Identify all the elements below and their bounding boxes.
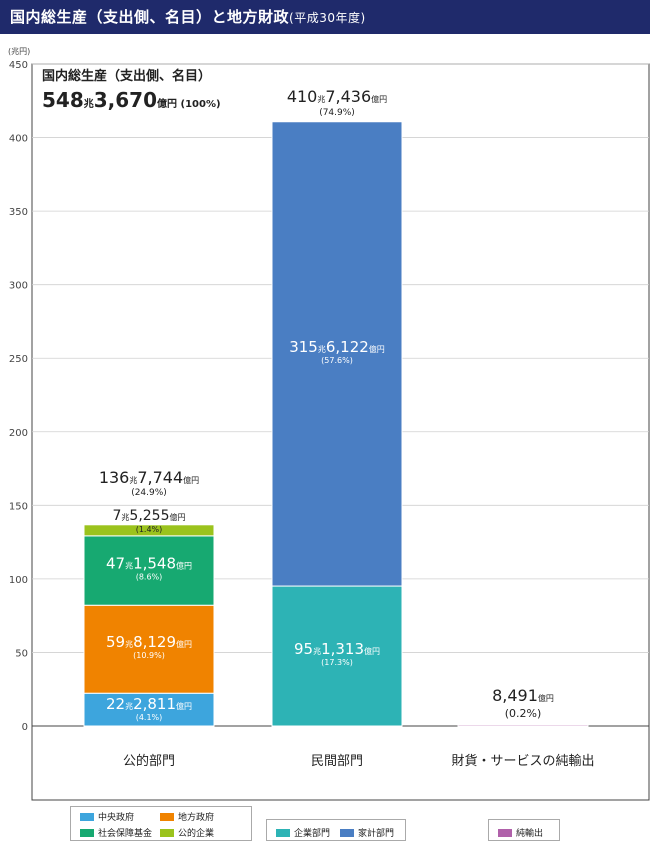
bar-segment-2 <box>83 535 215 606</box>
segment-pct-label: (10.9%) <box>133 651 165 660</box>
segment-amount-label: 95兆1,313億円 <box>294 640 380 658</box>
y-tick-label: 50 <box>15 648 28 659</box>
segment-pct-label: (8.6%) <box>136 573 163 582</box>
segment-amount-label: 47兆1,548億円 <box>106 555 192 573</box>
segment-pct-label: (1.4%) <box>136 525 163 534</box>
segment-amount-label: 59兆8,129億円 <box>106 633 192 651</box>
bar-segment-5 <box>271 121 403 587</box>
y-tick-label: 200 <box>9 428 28 439</box>
bar-total-pct: (0.2%) <box>505 707 542 720</box>
legend-item: 家計部門 <box>340 826 394 839</box>
legend-item: 公的企業 <box>160 826 214 839</box>
legend-label: 家計部門 <box>358 829 395 839</box>
bar-total-amount: 8,491億円 <box>492 686 554 705</box>
gdp-stacked-bar-chart: 0 50 100 150 200 250 300 350 400 450 (兆円) 22兆2,811億… <box>8 46 650 801</box>
segment-pct-label: (4.1%) <box>136 713 163 722</box>
legend-swatch <box>160 812 174 821</box>
legend-item: 中央政府 <box>80 810 134 823</box>
bar-segment-6 <box>457 724 589 727</box>
gdp-heading: 国内総生産（支出側、名目） <box>42 68 211 84</box>
bar-total-pct: (74.9%) <box>319 108 355 118</box>
bar-segment-0 <box>83 692 215 727</box>
bar-segment-1 <box>83 604 215 694</box>
header-rule <box>0 32 650 34</box>
legend-swatch <box>276 828 290 837</box>
legend-swatch <box>340 828 354 837</box>
category-label: 財貨・サービスの純輸出 <box>451 753 594 769</box>
y-tick-label: 250 <box>9 354 28 365</box>
y-tick-label: 300 <box>9 281 28 292</box>
legend-item: 社会保障基金 <box>80 826 152 839</box>
legend-label: 社会保障基金 <box>98 829 153 839</box>
bar-total-amount: 410兆7,436億円 <box>287 87 387 106</box>
y-unit-label: (兆円) <box>8 46 30 56</box>
page-header: 国内総生産（支出側、名目）と地方財政(平成30年度) <box>0 0 650 34</box>
segment-pct-label: (57.6%) <box>321 356 353 365</box>
bar-total-pct: (24.9%) <box>131 488 167 498</box>
segment-pct-label: (17.3%) <box>321 658 353 667</box>
y-tick-label: 100 <box>9 575 28 586</box>
y-tick-label: 450 <box>9 60 28 71</box>
bar-segment-3 <box>83 524 215 537</box>
legend-swatch <box>160 828 174 837</box>
y-tick-label: 350 <box>9 207 28 218</box>
y-tick-label: 400 <box>9 134 28 145</box>
legend-label: 企業部門 <box>294 829 331 839</box>
legend-item: 企業部門 <box>276 826 330 839</box>
legend-label: 純輸出 <box>516 829 544 839</box>
legend-label: 公的企業 <box>178 829 215 839</box>
y-tick-label: 150 <box>9 501 28 512</box>
legend-swatch <box>80 828 94 837</box>
legend-label: 中央政府 <box>98 813 135 823</box>
segment-amount-label: 7兆5,255億円 <box>112 508 185 524</box>
page-title: 国内総生産（支出側、名目）と地方財政(平成30年度) <box>10 6 366 27</box>
gdp-total-amount: 548兆3,670億円 (100%) <box>42 88 221 112</box>
bar-segment-4 <box>271 585 403 727</box>
segment-amount-label: 22兆2,811億円 <box>106 695 192 713</box>
bar-total-amount: 136兆7,744億円 <box>99 468 199 487</box>
title-note: (平成30年度) <box>289 11 366 25</box>
segment-amount-label: 315兆6,122億円 <box>289 338 385 356</box>
legend-item: 地方政府 <box>160 810 214 823</box>
legend-swatch <box>498 828 512 837</box>
category-label: 民間部門 <box>311 754 363 769</box>
y-tick-label: 0 <box>22 722 28 733</box>
legend-item: 純輸出 <box>498 826 543 839</box>
legend-swatch <box>80 812 94 821</box>
title-text: 国内総生産（支出側、名目）と地方財政 <box>10 8 290 26</box>
category-label: 公的部門 <box>123 753 175 769</box>
legend-label: 地方政府 <box>178 813 215 823</box>
